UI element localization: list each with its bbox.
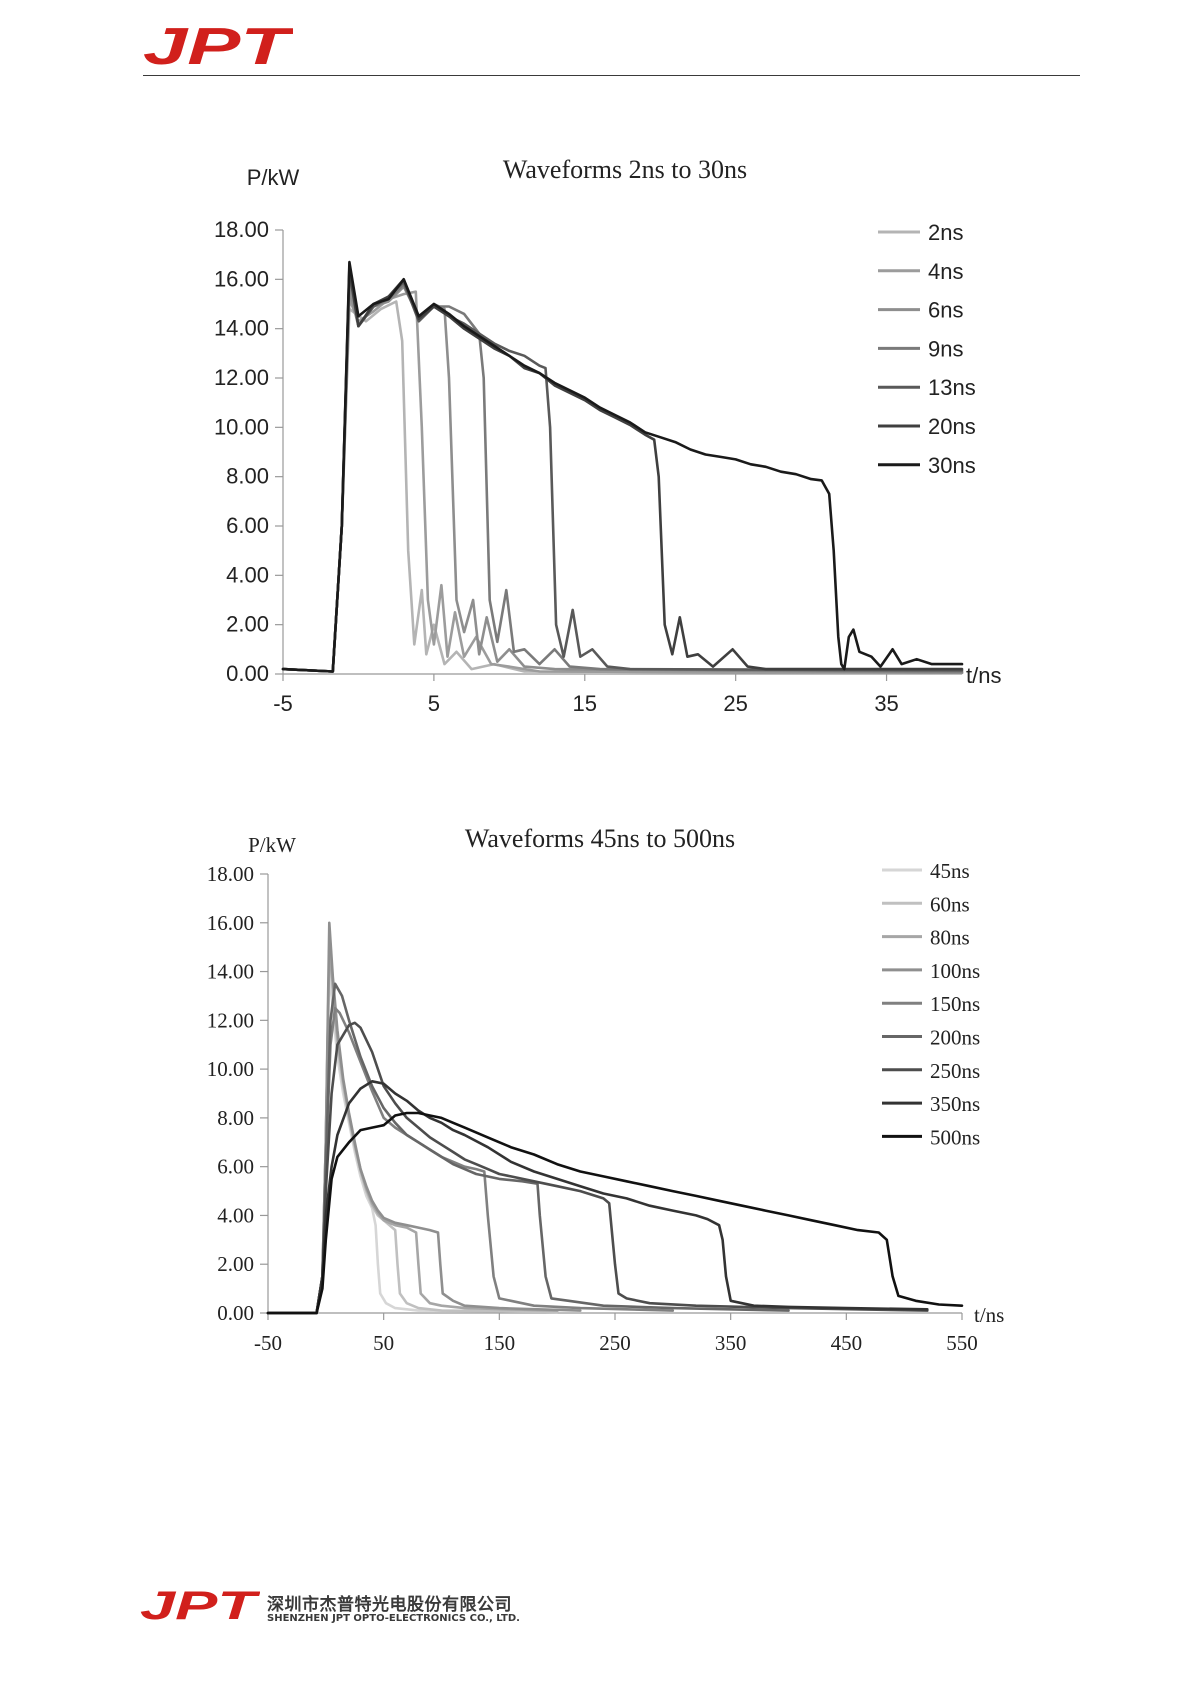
x-tick-label: -50 <box>254 1331 282 1355</box>
y-tick-label: 4.00 <box>217 1203 254 1227</box>
series-line-9ns <box>281 273 964 673</box>
y-tick-label: 16.00 <box>214 266 269 291</box>
series-line-500ns <box>266 1111 964 1315</box>
y-tick-label: 14.00 <box>214 316 269 341</box>
header-rule <box>143 75 1080 76</box>
legend-label-500ns: 500ns <box>930 1125 980 1149</box>
company-name-cn: 深圳市杰普特光电股份有限公司 <box>267 1595 512 1615</box>
y-tick-label: 0.00 <box>226 661 269 686</box>
jpt-logo-header: JPT <box>143 22 293 68</box>
legend-label-60ns: 60ns <box>930 892 970 916</box>
x-tick-label: -5 <box>273 691 293 716</box>
x-tick-label: 25 <box>723 691 747 716</box>
x-tick-label: 250 <box>599 1331 631 1355</box>
legend-label-200ns: 200ns <box>930 1026 980 1050</box>
legend-label-150ns: 150ns <box>930 992 980 1016</box>
series-line-4ns <box>281 290 964 675</box>
x-tick-label: 450 <box>831 1331 863 1355</box>
legend-label-350ns: 350ns <box>930 1092 980 1116</box>
y-tick-label: 8.00 <box>217 1106 254 1130</box>
legend-label-6ns: 6ns <box>928 298 963 323</box>
y-tick-label: 18.00 <box>207 862 254 886</box>
y-tick-label: 16.00 <box>207 911 254 935</box>
legend-label-20ns: 20ns <box>928 414 976 439</box>
legend-label-2ns: 2ns <box>928 220 963 245</box>
chart-title: Waveforms 2ns to 30ns <box>503 155 747 184</box>
legend-label-250ns: 250ns <box>930 1059 980 1083</box>
company-name-en: SHENZHEN JPT OPTO-ELECTRONICS CO., LTD. <box>267 1613 520 1624</box>
x-axis-label: t/ns <box>966 663 1001 688</box>
legend-label-80ns: 80ns <box>930 926 970 950</box>
y-tick-label: 6.00 <box>226 513 269 538</box>
x-tick-label: 50 <box>373 1331 394 1355</box>
legend-label-4ns: 4ns <box>928 259 963 284</box>
jpt-logo-footer-text: JPT <box>140 1587 260 1623</box>
y-tick-label: 10.00 <box>207 1057 254 1081</box>
y-tick-label: 6.00 <box>217 1155 254 1179</box>
y-tick-label: 2.00 <box>217 1252 254 1276</box>
y-tick-label: 2.00 <box>226 612 269 637</box>
legend-label-30ns: 30ns <box>928 453 976 478</box>
y-axis-label: P/kW <box>247 165 300 190</box>
y-tick-label: 0.00 <box>217 1301 254 1325</box>
y-axis-label: P/kW <box>248 833 296 857</box>
series-line-2ns <box>281 300 964 675</box>
x-tick-label: 15 <box>573 691 597 716</box>
y-tick-label: 12.00 <box>207 1008 254 1032</box>
series-line-100ns <box>266 921 582 1315</box>
jpt-logo-footer: JPT <box>140 1587 260 1623</box>
y-tick-label: 4.00 <box>226 562 269 587</box>
legend-label-100ns: 100ns <box>930 959 980 983</box>
jpt-logo-text: JPT <box>143 22 293 68</box>
legend-label-9ns: 9ns <box>928 336 963 361</box>
y-tick-label: 10.00 <box>214 414 269 439</box>
series-line-350ns <box>266 1080 929 1315</box>
legend-label-45ns: 45ns <box>930 859 970 883</box>
x-tick-label: 5 <box>428 691 440 716</box>
y-tick-label: 14.00 <box>207 960 254 984</box>
y-tick-label: 18.00 <box>214 217 269 242</box>
waveform-chart-2-30ns: Waveforms 2ns to 30ns P/kW t/ns 0.00 2.00 4.0… <box>214 155 1002 716</box>
waveform-chart-45-500ns: Waveforms 45ns to 500ns P/kW t/ns 0.00 2.00 4… <box>207 824 1005 1355</box>
x-tick-label: 35 <box>874 691 898 716</box>
x-tick-label: 550 <box>946 1331 978 1355</box>
y-tick-label: 12.00 <box>214 365 269 390</box>
y-tick-label: 8.00 <box>226 464 269 489</box>
series-line-20ns <box>281 265 964 673</box>
x-tick-label: 150 <box>484 1331 516 1355</box>
series-line-250ns <box>266 1021 929 1315</box>
series-line-13ns <box>281 270 964 673</box>
series-line-6ns <box>281 285 964 675</box>
series-line-60ns <box>266 945 559 1315</box>
chart-title: Waveforms 45ns to 500ns <box>465 824 735 853</box>
series-line-200ns <box>266 982 790 1315</box>
series-line-45ns <box>266 970 559 1315</box>
series-line-30ns <box>281 260 964 673</box>
x-axis-label: t/ns <box>974 1303 1004 1327</box>
x-tick-label: 350 <box>715 1331 747 1355</box>
legend-label-13ns: 13ns <box>928 375 976 400</box>
series-line-80ns <box>266 945 559 1315</box>
